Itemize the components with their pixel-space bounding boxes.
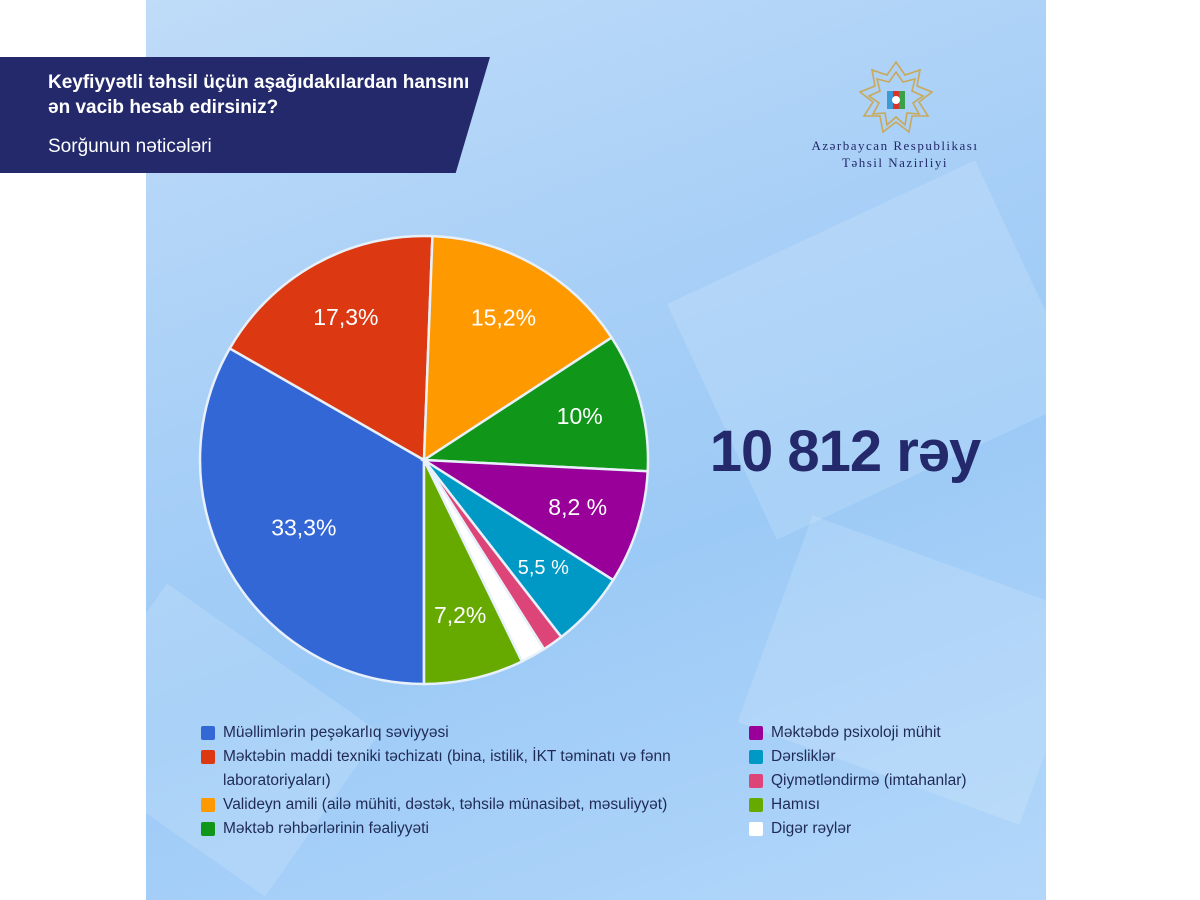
legend-item: Qiymətləndirmə (imtahanlar) (749, 769, 1029, 793)
legend-item: Məktəb rəhbərlərinin fəaliyyəti (201, 817, 736, 841)
ministry-emblem-icon (858, 60, 934, 134)
legend-item: Müəllimlərin peşəkarlıq səviyyəsi (201, 721, 736, 745)
legend-label: Dərsliklər (771, 748, 836, 765)
legend-item: Digər rəylər (749, 817, 1029, 841)
pie-slice (419, 458, 650, 582)
legend-item: Məktəbdə psixoloji mühit (749, 721, 1029, 745)
legend-swatch (749, 798, 763, 812)
title-banner (0, 57, 490, 173)
pie-slice-label: 7,2% (434, 602, 486, 628)
legend-swatch (749, 726, 763, 740)
pie-slice (422, 459, 524, 686)
legend-swatch (749, 822, 763, 836)
legend-label: Müəllimlərin peşəkarlıq səviyyəsi (223, 724, 449, 741)
ministry-name-line2: Təhsil Nazirliyi (842, 155, 948, 170)
page-subtitle: Sorğunun nəticələri (48, 136, 212, 157)
pie-slice (228, 234, 434, 463)
legend-swatch (201, 822, 215, 836)
legend-label: Məktəbin maddi texniki təchizatı (bina, … (223, 748, 671, 789)
legend-swatch (749, 750, 763, 764)
pie-slice (420, 335, 650, 473)
legend-item: Məktəbin maddi texniki təchizatı (bina, … (201, 745, 736, 793)
legend-label: Digər rəylər (771, 820, 852, 837)
ministry-name-line1: Azərbaycan Respublikası (811, 138, 979, 153)
total-responses: 10 812 rəy (709, 419, 982, 484)
pie-slice-label: 5,5 % (518, 557, 569, 579)
ministry-name: Azərbaycan Respublikası Təhsil Nazirliyi (780, 137, 1010, 171)
legend-label: Məktəb rəhbərlərinin fəaliyyəti (223, 820, 429, 837)
pie-slice (198, 346, 426, 686)
legend-label: Məktəbdə psixoloji mühit (771, 724, 941, 741)
legend-item: Valideyn amili (ailə mühiti, dəstək, təh… (201, 793, 736, 817)
pie-slice-label: 15,2% (471, 305, 536, 331)
legend-swatch (749, 774, 763, 788)
legend-label: Qiymətləndirmə (imtahanlar) (771, 772, 967, 789)
legend-label: Valideyn amili (ailə mühiti, dəstək, təh… (223, 796, 668, 813)
pie-chart: 33,3% 17,3% 15,2% 10% 8,2 % 5,5 % 7,2% (198, 234, 650, 686)
pie-slice-label: 8,2 % (548, 494, 607, 520)
legend-item: Hamısı (749, 793, 1029, 817)
legend-label: Hamısı (771, 796, 821, 813)
legend-left: Müəllimlərin peşəkarlıq səviyyəsi Məktəbi… (201, 721, 736, 841)
legend-swatch (201, 798, 215, 812)
pie-slice-label: 17,3% (313, 304, 378, 330)
pie-slice-label: 33,3% (271, 515, 336, 541)
page-title: Keyfiyyətli təhsil üçün aşağıdakılardan … (48, 72, 470, 118)
legend-swatch (201, 750, 215, 764)
legend-right: Məktəbdə psixoloji mühit Dərsliklər Qiymət… (749, 721, 1029, 841)
pie-slice-label: 10% (557, 403, 603, 429)
pie-slice (422, 234, 614, 463)
legend-swatch (201, 726, 215, 740)
legend-item: Dərsliklər (749, 745, 1029, 769)
